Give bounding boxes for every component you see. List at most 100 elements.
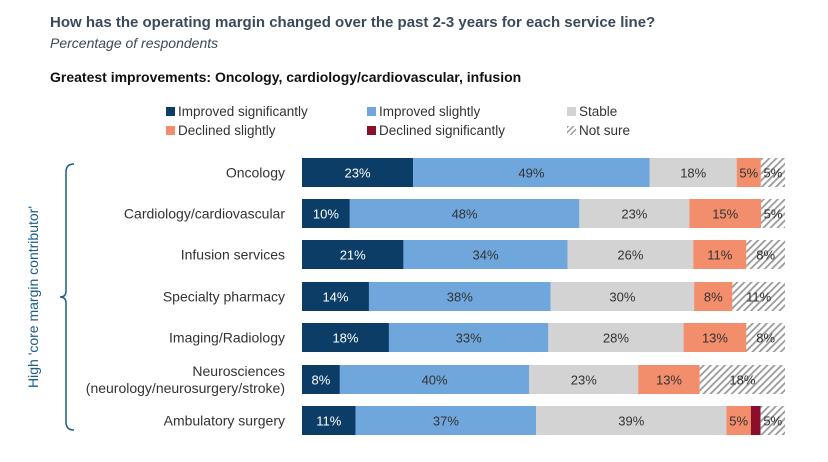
data-label: 26% [617, 248, 643, 263]
bar-segment-not-sure [760, 158, 785, 187]
data-label: 11% [707, 248, 732, 263]
data-label: 28% [603, 331, 629, 346]
legend-swatch [367, 107, 376, 116]
bar-segment-not-sure [760, 406, 785, 435]
bar-segment-declined-slightly [694, 282, 733, 311]
legend-label: Not sure [579, 123, 631, 138]
data-label: 39% [618, 414, 644, 429]
data-label: 13% [702, 331, 728, 346]
bar-segment-improved-slightly [368, 282, 551, 311]
data-label: 14% [322, 290, 348, 305]
category-label: (neurology/neurosurgery/stroke) [86, 380, 285, 396]
bar-segment-improved-slightly [349, 199, 580, 228]
chart-subtitle: Percentage of respondents [50, 35, 219, 51]
data-label: 18% [729, 373, 755, 388]
data-label: 5% [739, 166, 758, 181]
data-label: 8% [756, 248, 775, 263]
data-label: 48% [452, 207, 478, 222]
data-label: 18% [332, 331, 358, 346]
bar-segment-improved-significantly [302, 406, 356, 435]
legend-label: Stable [579, 104, 618, 119]
category-label: Cardiology/cardiovascular [124, 206, 285, 222]
data-label: 49% [518, 166, 544, 181]
legend-swatch [166, 126, 175, 135]
data-label: 40% [422, 373, 448, 388]
legend-label: Declined significantly [379, 123, 506, 138]
bar-segment-improved-significantly [302, 199, 350, 228]
bar-segment-stable [548, 323, 684, 352]
bar-segment-declined-slightly [689, 199, 762, 228]
bar-segment-improved-slightly [355, 406, 537, 435]
bar-segment-not-sure [732, 282, 785, 311]
data-label: 30% [609, 290, 635, 305]
bar-segment-improved-significantly [302, 158, 414, 187]
bar-segment-stable [649, 158, 737, 187]
bar-segment-improved-slightly [403, 240, 568, 269]
data-label: 38% [447, 290, 473, 305]
legend-item-improved-slightly: Improved slightly [367, 104, 480, 119]
category-label: Imaging/Radiology [169, 330, 285, 346]
category-label: Ambulatory surgery [164, 413, 285, 429]
legend-swatch [567, 107, 576, 116]
data-label: 11% [746, 290, 771, 305]
bar-segment-declined-slightly [683, 323, 747, 352]
data-label: 11% [316, 414, 341, 429]
data-label: 23% [621, 207, 647, 222]
bar-segment-improved-significantly [302, 323, 389, 352]
group-bracket [59, 163, 75, 431]
bar-segment-stable [579, 199, 690, 228]
bar-segment-declined-slightly [693, 240, 747, 269]
bar-segment-not-sure [761, 199, 785, 228]
bar-segment-not-sure [746, 323, 785, 352]
legend-label: Improved significantly [178, 104, 308, 119]
legend-swatch [367, 126, 376, 135]
data-label: 10% [313, 207, 339, 222]
bar-segment-not-sure [699, 365, 785, 394]
data-label: 5% [764, 166, 783, 181]
data-label: 8% [756, 331, 775, 346]
category-label: Oncology [226, 165, 285, 181]
legend-swatch [166, 107, 175, 116]
bar-segment-declined-slightly [736, 158, 761, 187]
data-label: 5% [763, 414, 782, 429]
bar-segment-stable [529, 365, 639, 394]
category-label: Specialty pharmacy [163, 289, 285, 305]
data-label: 21% [340, 248, 366, 263]
data-label: 5% [729, 414, 748, 429]
bar-segment-stable [567, 240, 694, 269]
bar-segment-improved-slightly [388, 323, 549, 352]
bar-segment-declined-slightly [726, 406, 751, 435]
data-label: 23% [571, 373, 597, 388]
data-label: 37% [433, 414, 459, 429]
bar-segment-not-sure [746, 240, 785, 269]
side-group-label: High 'core margin contributor' [25, 206, 41, 388]
bar-segment-stable [536, 406, 727, 435]
bar-segment-improved-significantly [302, 365, 340, 394]
data-label: 13% [656, 373, 682, 388]
legend-item-stable: Stable [567, 104, 617, 119]
legend-label: Improved slightly [379, 104, 481, 119]
data-label: 18% [680, 166, 706, 181]
data-label: 15% [712, 207, 738, 222]
bar-segment-declined-significantly [750, 406, 761, 435]
category-label: Infusion services [181, 247, 285, 263]
bar-segment-improved-slightly [413, 158, 650, 187]
bar-segment-improved-significantly [302, 282, 369, 311]
legend-swatch [567, 126, 576, 135]
category-label: Neurosciences [192, 363, 285, 379]
legend-label: Declined slightly [178, 123, 276, 138]
legend-item-declined-slightly: Declined slightly [166, 123, 276, 138]
data-label: 23% [345, 166, 371, 181]
bar-segment-improved-slightly [339, 365, 530, 394]
data-label: 5% [764, 207, 783, 222]
data-label: 8% [704, 290, 723, 305]
data-label: 33% [456, 331, 482, 346]
chart-headline: Greatest improvements: Oncology, cardiol… [50, 69, 522, 85]
bar-segment-improved-significantly [302, 240, 404, 269]
legend-item-improved-significantly: Improved significantly [166, 104, 308, 119]
bar-segment-declined-slightly [638, 365, 700, 394]
bar-segment-stable [550, 282, 695, 311]
data-label: 34% [473, 248, 499, 263]
data-label: 8% [312, 373, 331, 388]
